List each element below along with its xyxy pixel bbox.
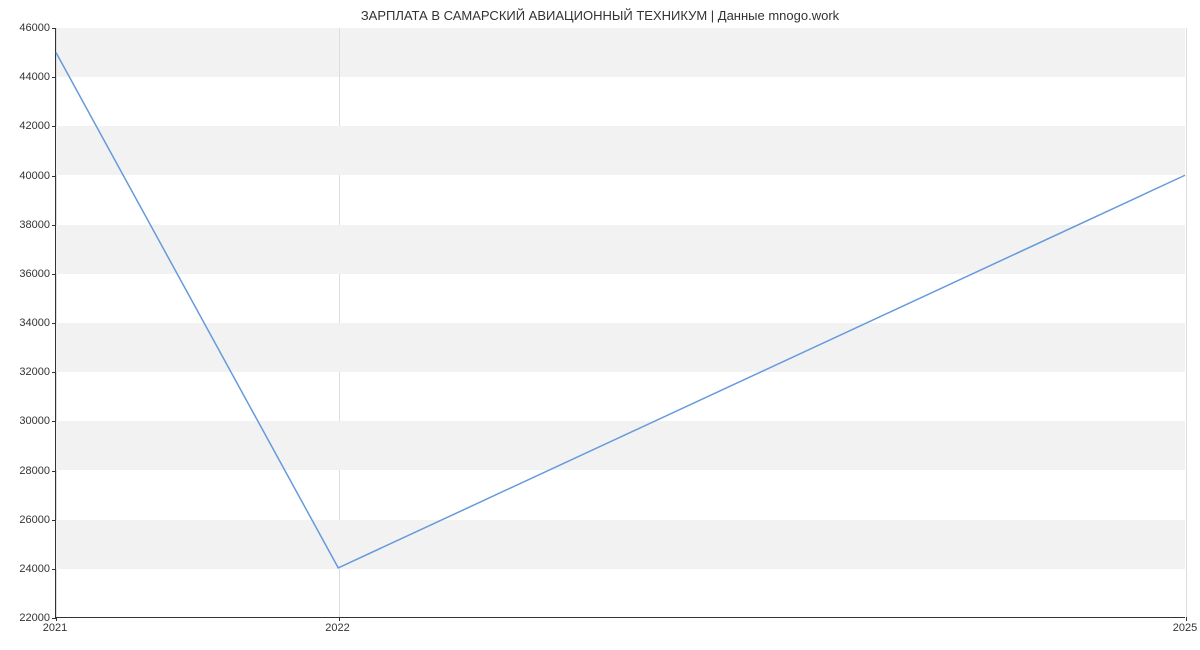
y-tick-mark xyxy=(52,77,56,78)
y-tick-label: 26000 xyxy=(5,514,50,526)
y-tick-mark xyxy=(52,471,56,472)
y-tick-label: 30000 xyxy=(5,415,50,427)
y-tick-label: 34000 xyxy=(5,317,50,329)
y-tick-mark xyxy=(52,225,56,226)
y-tick-label: 36000 xyxy=(5,268,50,280)
y-tick-label: 40000 xyxy=(5,170,50,182)
y-tick-mark xyxy=(52,520,56,521)
line-series xyxy=(56,28,1185,617)
y-tick-label: 32000 xyxy=(5,366,50,378)
chart-title: ЗАРПЛАТА В САМАРСКИЙ АВИАЦИОННЫЙ ТЕХНИКУ… xyxy=(0,8,1200,23)
y-tick-label: 28000 xyxy=(5,465,50,477)
x-tick-label: 2025 xyxy=(1173,622,1197,634)
y-tick-mark xyxy=(52,372,56,373)
x-tick-label: 2022 xyxy=(325,622,349,634)
x-tick-mark xyxy=(56,617,57,621)
chart-container: ЗАРПЛАТА В САМАРСКИЙ АВИАЦИОННЫЙ ТЕХНИКУ… xyxy=(0,0,1200,650)
y-tick-mark xyxy=(52,274,56,275)
y-tick-mark xyxy=(52,126,56,127)
x-tick-mark xyxy=(1186,617,1187,621)
y-tick-label: 46000 xyxy=(5,22,50,34)
salary-line xyxy=(56,53,1185,568)
plot-area xyxy=(55,28,1185,618)
y-tick-mark xyxy=(52,421,56,422)
y-tick-mark xyxy=(52,569,56,570)
y-tick-label: 24000 xyxy=(5,563,50,575)
grid-line-vertical xyxy=(1186,28,1187,617)
y-tick-mark xyxy=(52,176,56,177)
x-tick-mark xyxy=(339,617,340,621)
x-tick-label: 2021 xyxy=(43,622,67,634)
y-tick-label: 44000 xyxy=(5,71,50,83)
y-tick-mark xyxy=(52,323,56,324)
y-tick-label: 42000 xyxy=(5,120,50,132)
y-tick-label: 38000 xyxy=(5,219,50,231)
y-tick-mark xyxy=(52,28,56,29)
